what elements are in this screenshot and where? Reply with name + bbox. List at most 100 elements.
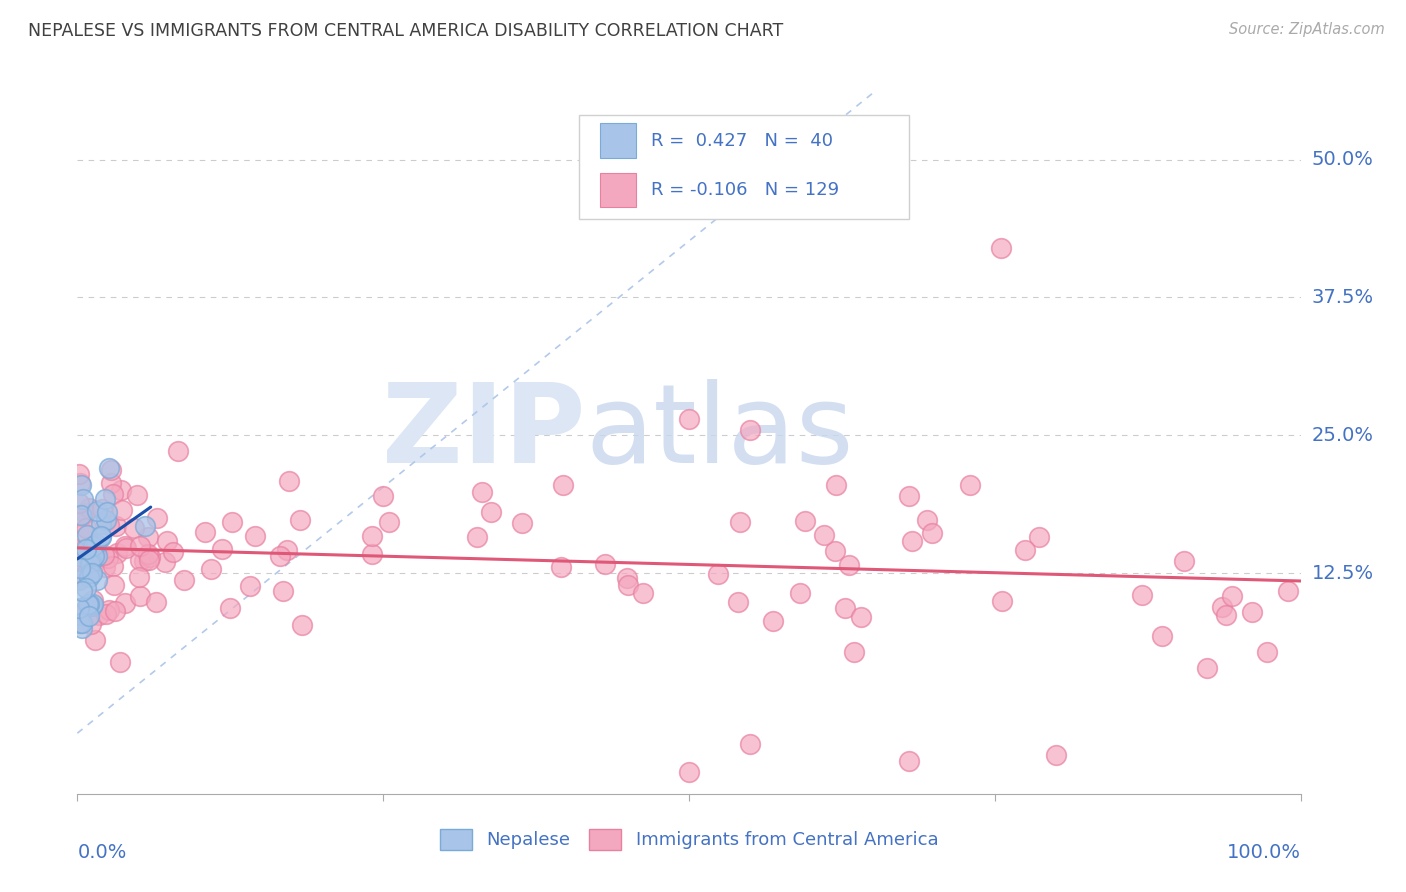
Point — [593, 557, 616, 571]
Point — [162, 545, 184, 559]
Point — [271, 584, 294, 599]
Point — [360, 528, 382, 542]
Point — [211, 542, 233, 557]
Point — [221, 515, 243, 529]
Point — [1240, 605, 1263, 619]
Point — [842, 645, 865, 659]
Point — [72, 547, 94, 561]
Point — [108, 656, 131, 670]
Point — [79, 555, 101, 569]
Point — [465, 530, 488, 544]
Point — [1256, 644, 1278, 658]
Text: ZIP: ZIP — [381, 379, 585, 486]
Point — [79, 566, 101, 580]
Point — [276, 543, 298, 558]
Point — [69, 561, 91, 575]
Point — [901, 534, 924, 549]
Point — [128, 570, 150, 584]
Point — [103, 559, 125, 574]
Point — [86, 549, 108, 564]
Point — [510, 516, 533, 530]
Point — [291, 618, 314, 632]
Point — [79, 616, 101, 631]
Point — [1130, 588, 1153, 602]
Point — [82, 539, 104, 553]
Point — [94, 513, 117, 527]
Point — [67, 549, 90, 564]
Point — [97, 517, 120, 532]
Point — [77, 569, 100, 583]
Point — [128, 589, 150, 603]
Text: NEPALESE VS IMMIGRANTS FROM CENTRAL AMERICA DISABILITY CORRELATION CHART: NEPALESE VS IMMIGRANTS FROM CENTRAL AMER… — [28, 22, 783, 40]
Point — [90, 530, 112, 544]
Point — [76, 551, 98, 566]
Point — [290, 513, 312, 527]
Point — [104, 519, 127, 533]
Point — [1014, 543, 1036, 558]
Point — [67, 601, 90, 615]
Point — [849, 610, 872, 624]
Point — [77, 597, 100, 611]
Legend: Nepalese, Immigrants from Central America: Nepalese, Immigrants from Central Americ… — [433, 822, 945, 857]
Point — [94, 514, 117, 528]
Point — [80, 562, 103, 576]
Point — [1197, 661, 1219, 675]
Point — [103, 487, 125, 501]
Point — [125, 487, 148, 501]
Point — [75, 521, 97, 535]
Point — [194, 525, 217, 540]
Point — [114, 596, 136, 610]
Point — [794, 514, 817, 528]
Point — [824, 544, 846, 558]
Point — [136, 547, 159, 561]
Point — [898, 489, 921, 503]
Point — [82, 592, 104, 607]
Point — [707, 566, 730, 581]
Point — [67, 561, 90, 575]
Point — [67, 496, 90, 510]
Point — [378, 515, 401, 529]
Point — [156, 533, 179, 548]
Text: 25.0%: 25.0% — [1312, 425, 1374, 445]
Point — [134, 518, 156, 533]
Point — [80, 542, 103, 557]
Point — [72, 492, 94, 507]
Point — [762, 614, 785, 628]
Point — [1215, 608, 1237, 623]
Point — [111, 503, 134, 517]
Point — [122, 521, 145, 535]
Point — [77, 500, 100, 515]
Point — [145, 595, 167, 609]
Text: 0.0%: 0.0% — [77, 843, 127, 862]
Point — [740, 737, 762, 751]
FancyBboxPatch shape — [579, 115, 910, 219]
Point — [550, 560, 572, 574]
Point — [76, 528, 98, 542]
Point — [100, 462, 122, 476]
Point — [87, 607, 110, 622]
Text: 50.0%: 50.0% — [1312, 150, 1374, 169]
Point — [479, 505, 502, 519]
Point — [898, 754, 921, 768]
Point — [96, 505, 118, 519]
Point — [86, 504, 108, 518]
Point — [75, 581, 97, 595]
Point — [1173, 554, 1195, 568]
Point — [824, 478, 846, 492]
Point — [915, 513, 938, 527]
Point — [69, 475, 91, 490]
Text: R =  0.427   N =  40: R = 0.427 N = 40 — [651, 132, 832, 150]
Point — [129, 553, 152, 567]
Point — [990, 241, 1012, 255]
Point — [67, 574, 90, 588]
Point — [139, 549, 162, 564]
Point — [73, 526, 96, 541]
Point — [269, 549, 291, 564]
Point — [70, 508, 93, 522]
Point — [79, 557, 101, 571]
Point — [631, 586, 654, 600]
Point — [70, 622, 93, 636]
Point — [728, 516, 751, 530]
Point — [200, 561, 222, 575]
Point — [727, 595, 749, 609]
